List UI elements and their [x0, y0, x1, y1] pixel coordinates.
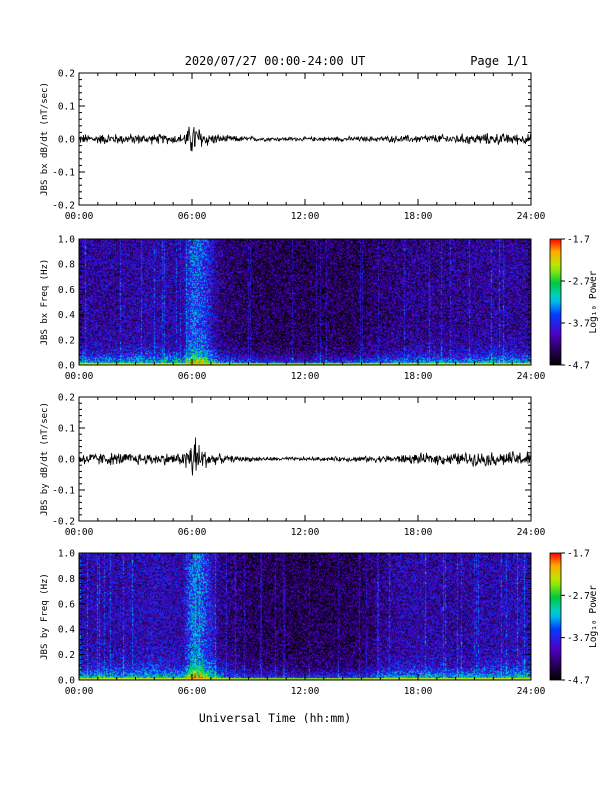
- y-tick-label: 0.0: [58, 361, 75, 372]
- x-tick-label: 24:00: [517, 686, 546, 697]
- y-tick-label: 0.8: [58, 260, 75, 271]
- y-tick-label: -0.2: [52, 201, 75, 212]
- x-tick-label: 18:00: [404, 371, 433, 382]
- y-tick-label: 0.0: [58, 135, 75, 146]
- y-tick-label: 0.8: [58, 574, 75, 585]
- x-tick-label: 00:00: [65, 686, 94, 697]
- y-tick-label: 1.0: [58, 549, 75, 560]
- y-tick-label: 0.0: [58, 676, 75, 687]
- y-tick-label: 0.6: [58, 599, 75, 610]
- colorbar-tick-label: -2.7: [567, 591, 590, 602]
- figure-title: 2020/07/27 00:00-24:00 UT: [185, 54, 366, 68]
- panel-1: 00:00 06:00 12:00 18:00 24:00 0.2 0.1 0.0 -0.1 -0…: [40, 69, 546, 223]
- colorbar-tick-label: -4.7: [567, 676, 590, 687]
- x-tick-label: 12:00: [291, 686, 320, 697]
- y-tick-label: 0.4: [58, 625, 75, 636]
- panels: 00:00 06:00 12:00 18:00 24:00 0.2 0.1 0.0 -0.1 -0…: [40, 69, 599, 698]
- x-tick-label: 06:00: [178, 371, 207, 382]
- page-number: Page 1/1: [470, 54, 528, 68]
- y-tick-label: 0.2: [58, 69, 75, 80]
- colorbar-tick-label: -4.7: [567, 361, 590, 372]
- colorbar-2: -1.7 -2.7 -3.7 -4.7 Log₁₀ Power: [549, 235, 599, 372]
- y-tick-label: -0.2: [52, 517, 75, 528]
- x-tick-label: 00:00: [65, 211, 94, 222]
- panel-3: 00:00 06:00 12:00 18:00 24:00 0.2 0.1 0.0 -0.1 -0…: [40, 393, 546, 539]
- colorbar-tick-label: -2.7: [567, 277, 590, 288]
- x-tick-label: 00:00: [65, 371, 94, 382]
- colorbar-4: -1.7 -2.7 -3.7 -4.7 Log₁₀ Power: [549, 549, 599, 687]
- x-tick-label: 12:00: [291, 211, 320, 222]
- x-tick-label: 06:00: [178, 211, 207, 222]
- colorbar-scale: [549, 238, 562, 366]
- panel-2: 00:00 06:00 12:00 18:00 24:00 1.0 0.8 0.6 0.4 0.2…: [40, 235, 599, 383]
- x-tick-label: 18:00: [404, 686, 433, 697]
- x-tick-label: 06:00: [178, 686, 207, 697]
- signal-line-3: [78, 437, 532, 476]
- x-tick-label: 12:00: [291, 527, 320, 538]
- y-tick-label: 0.1: [58, 102, 75, 113]
- x-tick-label: 24:00: [517, 211, 546, 222]
- x-tick-label: 06:00: [178, 527, 207, 538]
- colorbar-label: Log₁₀ Power: [588, 585, 599, 648]
- x-tick-label: 24:00: [517, 527, 546, 538]
- y-tick-label: 0.6: [58, 285, 75, 296]
- y-axis-label: JBS by dB/dt (nT/sec): [40, 402, 50, 516]
- y-tick-label: 0.0: [58, 455, 75, 466]
- signal-line-1: [78, 126, 532, 152]
- panel-4: 00:00 06:00 12:00 18:00 24:00 1.0 0.8 0.6 0.4 0.2…: [40, 549, 599, 698]
- colorbar-label: Log₁₀ Power: [588, 270, 599, 333]
- x-tick-label: 18:00: [404, 211, 433, 222]
- x-tick-label: 18:00: [404, 527, 433, 538]
- colorbar-scale: [549, 552, 562, 681]
- y-tick-label: 0.2: [58, 650, 75, 661]
- spectrogram-2: [79, 239, 531, 365]
- y-tick-label: 0.4: [58, 310, 75, 321]
- colorbar-tick-label: -3.7: [567, 319, 590, 330]
- x-tick-label: 24:00: [517, 371, 546, 382]
- colorbar-tick-label: -1.7: [567, 235, 590, 246]
- colorbar-tick-label: -1.7: [567, 549, 590, 560]
- y-axis-label: JBS bx Freq (Hz): [40, 259, 50, 346]
- y-tick-label: 0.2: [58, 335, 75, 346]
- y-axis-label: JBS bx dB/dt (nT/sec): [40, 82, 50, 196]
- x-tick-label: 00:00: [65, 527, 94, 538]
- colorbar-tick-label: -3.7: [567, 633, 590, 644]
- y-tick-label: 1.0: [58, 235, 75, 246]
- y-tick-label: -0.1: [52, 168, 75, 179]
- spectrogram-4: [79, 553, 531, 680]
- y-tick-label: -0.1: [52, 486, 75, 497]
- y-tick-label: 0.1: [58, 424, 75, 435]
- y-tick-label: 0.2: [58, 393, 75, 404]
- x-axis-label: Universal Time (hh:mm): [199, 711, 351, 725]
- x-tick-label: 12:00: [291, 371, 320, 382]
- y-axis-label: JBS by Freq (Hz): [40, 573, 50, 660]
